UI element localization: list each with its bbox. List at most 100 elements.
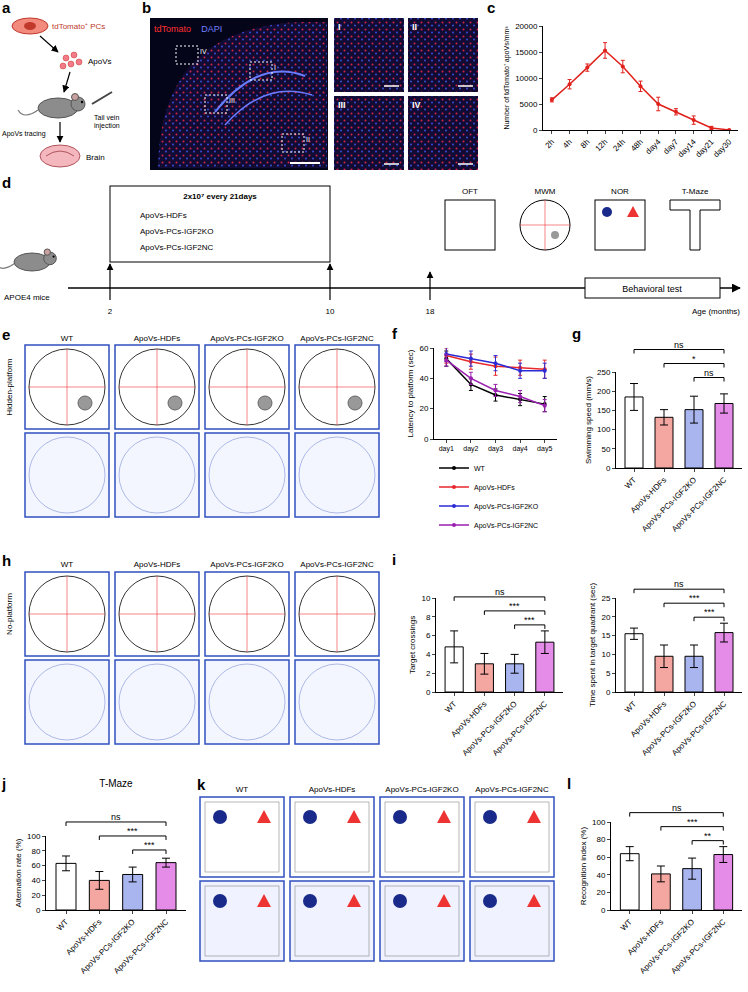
svg-text:g: g — [572, 325, 581, 342]
svg-text:ApoVs-PCs-IGF2NC: ApoVs-PCs-IGF2NC — [670, 475, 728, 533]
svg-text:Behavioral test: Behavioral test — [622, 284, 682, 294]
svg-text:100: 100 — [27, 832, 41, 841]
svg-text:15: 15 — [601, 631, 610, 640]
svg-text:0: 0 — [601, 906, 606, 915]
svg-text:l: l — [567, 775, 571, 792]
svg-text:ApoVs-PCs-IGF2NC: ApoVs-PCs-IGF2NC — [670, 699, 728, 757]
svg-text:day7: day7 — [662, 137, 681, 156]
svg-text:Target crossings: Target crossings — [408, 616, 417, 674]
svg-text:ApoVs-PCs-IGF2KO: ApoVs-PCs-IGF2KO — [638, 917, 696, 975]
svg-text:***: *** — [144, 840, 155, 850]
svg-text:j: j — [1, 775, 6, 792]
svg-text:100: 100 — [592, 818, 606, 827]
svg-text:20: 20 — [596, 888, 605, 897]
svg-text:60: 60 — [31, 861, 40, 870]
svg-text:ApoVs-PCs-IGF2KO: ApoVs-PCs-IGF2KO — [210, 334, 283, 343]
svg-text:ApoVs-PCs-IGF2NC: ApoVs-PCs-IGF2NC — [669, 917, 727, 975]
svg-text:III: III — [338, 100, 346, 110]
svg-text:4h: 4h — [561, 137, 574, 150]
svg-text:ApoVs-PCs-IGF2KO: ApoVs-PCs-IGF2KO — [640, 699, 698, 757]
svg-text:200: 200 — [597, 387, 611, 396]
svg-text:DAPI: DAPI — [201, 24, 222, 34]
svg-text:WT: WT — [61, 334, 74, 343]
svg-text:20: 20 — [419, 404, 428, 413]
svg-text:II: II — [412, 22, 417, 32]
svg-text:i: i — [392, 551, 396, 568]
svg-text:ApoVs-HDFs: ApoVs-HDFs — [626, 917, 665, 956]
svg-text:**: ** — [704, 831, 712, 841]
svg-text:ns: ns — [704, 368, 714, 378]
svg-text:NOR: NOR — [611, 187, 629, 196]
svg-text:WT: WT — [623, 699, 638, 714]
svg-text:2x10⁷ every 21days: 2x10⁷ every 21days — [183, 192, 257, 201]
svg-text:2: 2 — [108, 307, 113, 316]
svg-text:ApoVs-PCs-IGF2KO: ApoVs-PCs-IGF2KO — [474, 503, 539, 511]
svg-text:ApoVs-HDFs: ApoVs-HDFs — [629, 699, 668, 738]
svg-text:8: 8 — [426, 613, 431, 622]
svg-text:day1: day1 — [439, 445, 454, 453]
svg-text:day21: day21 — [694, 137, 716, 159]
svg-text:ApoVs-PCs-IGF2KO: ApoVs-PCs-IGF2KO — [210, 560, 283, 569]
svg-text:20: 20 — [31, 891, 40, 900]
svg-text:ApoVs-PCs-IGF2NC: ApoVs-PCs-IGF2NC — [300, 560, 374, 569]
svg-text:15000: 15000 — [515, 48, 538, 57]
svg-text:WT: WT — [619, 917, 634, 932]
svg-text:12h: 12h — [593, 137, 609, 153]
svg-text:No-platform: No-platform — [5, 593, 14, 635]
svg-text:ApoVs-PCs-IGF2KO: ApoVs-PCs-IGF2KO — [79, 917, 137, 975]
svg-text:WT: WT — [236, 785, 249, 794]
svg-text:***: *** — [687, 817, 698, 827]
svg-text:***: *** — [127, 826, 138, 836]
svg-text:Alternation rate (%): Alternation rate (%) — [14, 838, 23, 907]
svg-text:III: III — [229, 97, 235, 104]
svg-text:0: 0 — [606, 464, 611, 473]
svg-text:ApoVs-PCs-IGF2KO: ApoVs-PCs-IGF2KO — [640, 475, 698, 533]
svg-text:ns: ns — [672, 803, 682, 813]
svg-text:5000: 5000 — [520, 100, 538, 109]
svg-text:20: 20 — [601, 613, 610, 622]
svg-text:0: 0 — [36, 906, 41, 915]
svg-text:60: 60 — [419, 344, 428, 353]
svg-text:ApoVs-HDFs: ApoVs-HDFs — [629, 475, 668, 514]
svg-text:OFT: OFT — [462, 187, 478, 196]
svg-text:MWM: MWM — [535, 187, 556, 196]
svg-text:ns: ns — [674, 340, 684, 350]
svg-text:100: 100 — [597, 425, 611, 434]
svg-text:6: 6 — [426, 631, 431, 640]
svg-text:20000: 20000 — [515, 22, 538, 31]
svg-text:ApoVs tracing: ApoVs tracing — [2, 130, 46, 138]
svg-text:Brain: Brain — [86, 153, 105, 162]
svg-text:ns: ns — [495, 587, 505, 597]
svg-text:T-Maze: T-Maze — [682, 187, 709, 196]
svg-text:ApoVs-PCs-IGF2KO: ApoVs-PCs-IGF2KO — [385, 785, 458, 794]
svg-text:60: 60 — [596, 853, 605, 862]
svg-text:80: 80 — [596, 835, 605, 844]
svg-text:day4: day4 — [644, 137, 663, 156]
svg-text:2h: 2h — [543, 137, 556, 150]
svg-text:injection: injection — [94, 122, 120, 130]
svg-text:ApoVs-PCs-IGF2NC: ApoVs-PCs-IGF2NC — [112, 917, 170, 975]
svg-text:Age (months): Age (months) — [692, 307, 740, 316]
svg-text:ApoVs-HDFs: ApoVs-HDFs — [134, 334, 181, 343]
svg-text:Time spent in target quadrant: Time spent in target quadrant (sec) — [588, 583, 597, 708]
svg-text:I: I — [338, 22, 341, 32]
svg-text:WT: WT — [55, 917, 70, 932]
svg-text:IV: IV — [412, 100, 421, 110]
svg-text:0: 0 — [606, 688, 611, 697]
svg-text:ApoVs-HDFs: ApoVs-HDFs — [449, 699, 488, 738]
svg-text:Recognition index (%): Recognition index (%) — [579, 827, 588, 906]
svg-text:Latency to platform (sec): Latency to platform (sec) — [406, 349, 415, 437]
svg-text:T-Maze: T-Maze — [99, 778, 133, 789]
svg-text:2: 2 — [426, 669, 431, 678]
svg-text:40: 40 — [419, 374, 428, 383]
svg-text:ns: ns — [674, 579, 684, 589]
svg-text:ApoVs-PCs-IGF2KO: ApoVs-PCs-IGF2KO — [461, 699, 519, 757]
svg-text:0: 0 — [426, 688, 431, 697]
svg-text:day30: day30 — [712, 137, 734, 159]
svg-text:ApoVs-PCs-IGF2NC: ApoVs-PCs-IGF2NC — [475, 785, 549, 794]
svg-text:I: I — [274, 64, 276, 71]
svg-text:ns: ns — [111, 812, 121, 822]
svg-text:f: f — [392, 325, 398, 342]
svg-text:II: II — [306, 136, 310, 143]
svg-text:4: 4 — [426, 650, 431, 659]
